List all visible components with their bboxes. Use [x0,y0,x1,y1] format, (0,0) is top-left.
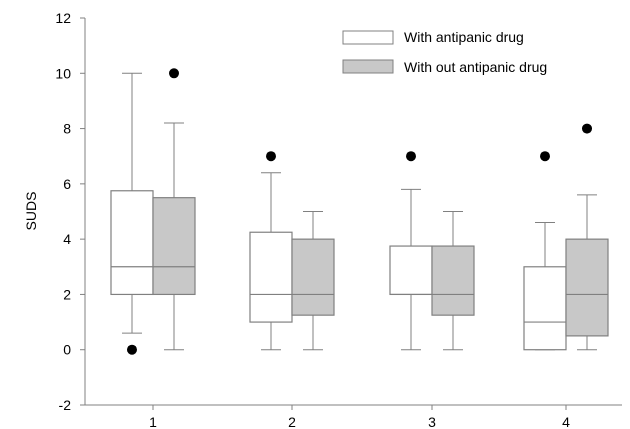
x-tick-label: 3 [428,414,436,429]
iqr-box [389,245,433,296]
box-plot [431,211,475,351]
iqr-box [249,231,293,323]
legend-label-with: With antipanic drug [404,29,524,45]
iqr-box [152,197,196,296]
y-tick-label: 6 [63,176,71,192]
box-plot [152,68,196,351]
y-tick-label: -2 [59,397,72,413]
y-tick-label: 8 [63,121,71,137]
iqr-box [523,266,567,351]
x-tick-label: 4 [562,414,570,429]
y-tick-label: 0 [63,342,71,358]
iqr-box [565,238,609,337]
axes [84,18,622,406]
y-tick-label: 12 [55,10,71,26]
x-tick-label: 1 [149,414,157,429]
box-plot [389,151,433,351]
box-plot [110,72,154,355]
legend: With antipanic drug With out antipanic d… [342,29,547,75]
outlier-point [406,151,416,162]
box-plot [523,151,567,351]
legend-label-without: With out antipanic drug [404,59,547,75]
outlier-point [169,68,179,79]
iqr-box [110,190,154,296]
y-tick-label: 10 [55,65,71,81]
y-tick-label: 4 [63,231,71,247]
outlier-point [582,123,592,134]
y-tick-label: 2 [63,286,71,302]
y-axis-label: SUDS [23,192,39,231]
legend-swatch-with [342,30,394,45]
box-plot [291,211,335,351]
y-ticks: -2 0 2 4 6 8 10 12 [55,10,85,413]
iqr-box [291,238,335,316]
outlier-point [266,151,276,162]
x-tick-label: 2 [288,414,296,429]
box-plot [565,123,609,351]
iqr-box [431,245,475,316]
box-plot [249,151,293,351]
outlier-point [540,151,550,162]
x-ticks: 1 2 3 4 [149,405,570,429]
legend-swatch-without [342,59,394,74]
outlier-point [127,344,137,355]
boxes [110,68,609,355]
